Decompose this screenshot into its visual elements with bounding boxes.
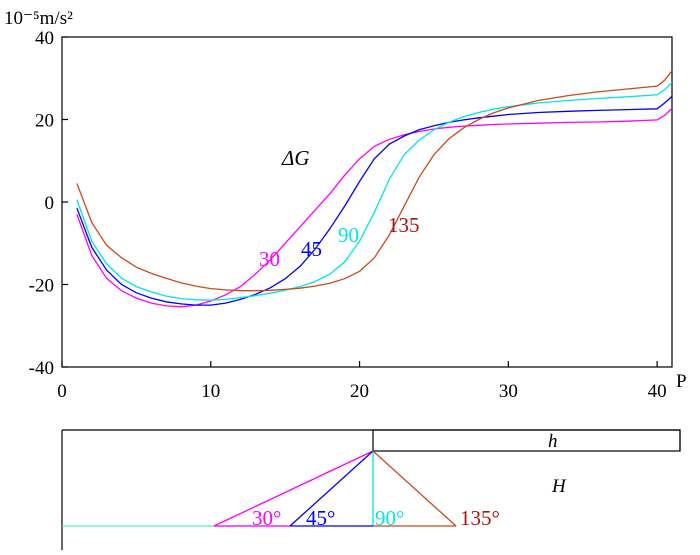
y-tick-label: 20: [35, 111, 54, 132]
H-label: H: [551, 476, 567, 497]
diagram-frame: [61, 429, 681, 550]
series-layer: [76, 70, 673, 308]
x-tick-label: 40: [648, 381, 667, 402]
series-line-30: [76, 107, 673, 308]
dip-label-2: 90°: [375, 506, 404, 530]
y-axis: -40 -20 0 20 40: [29, 28, 68, 379]
y-tick-label: -40: [29, 358, 54, 379]
curve-label-45: 45: [301, 237, 322, 261]
thin-layer-h: [372, 429, 681, 452]
y-axis-label: 10⁻⁵m/s²: [4, 8, 73, 29]
x-axis-label: P: [676, 371, 687, 392]
curve-label-90: 90: [338, 223, 359, 247]
delta-g-annotation: ΔG: [281, 146, 310, 170]
dip-line-0: [213, 450, 374, 527]
series-line-90: [76, 81, 673, 301]
h-label: h: [548, 431, 558, 452]
dip-label-0: 30°: [252, 506, 281, 530]
curve-label-135: 135: [388, 213, 420, 237]
y-tick-label: -20: [29, 276, 54, 297]
dip-lines: [213, 450, 457, 527]
series-line-45: [76, 95, 673, 306]
chart-area: -40 -20 0 20 40 0 10 20 30 40 10⁻⁵m/s² P ΔG 30 45…: [4, 8, 687, 402]
x-tick-label: 10: [201, 381, 220, 402]
y-tick-label: 40: [35, 28, 54, 49]
x-tick-label: 20: [350, 381, 369, 402]
chart-frame: [61, 36, 673, 368]
dip-line-3: [372, 450, 457, 527]
dip-label-3: 135°: [460, 506, 500, 530]
series-line-135: [76, 70, 673, 292]
dip-labels: 30° 45° 90° 135°: [252, 506, 500, 530]
x-tick-label: 30: [499, 381, 518, 402]
curve-labels: 30 45 90 135: [259, 213, 420, 271]
x-tick-label: 0: [57, 381, 67, 402]
model-diagram: h H 30° 45° 90° 135°: [61, 429, 681, 550]
dip-label-1: 45°: [306, 506, 335, 530]
dip-line-1: [289, 450, 374, 527]
curve-label-30: 30: [259, 247, 280, 271]
y-tick-label: 0: [45, 193, 55, 214]
x-axis: 0 10 20 30 40: [57, 361, 667, 402]
